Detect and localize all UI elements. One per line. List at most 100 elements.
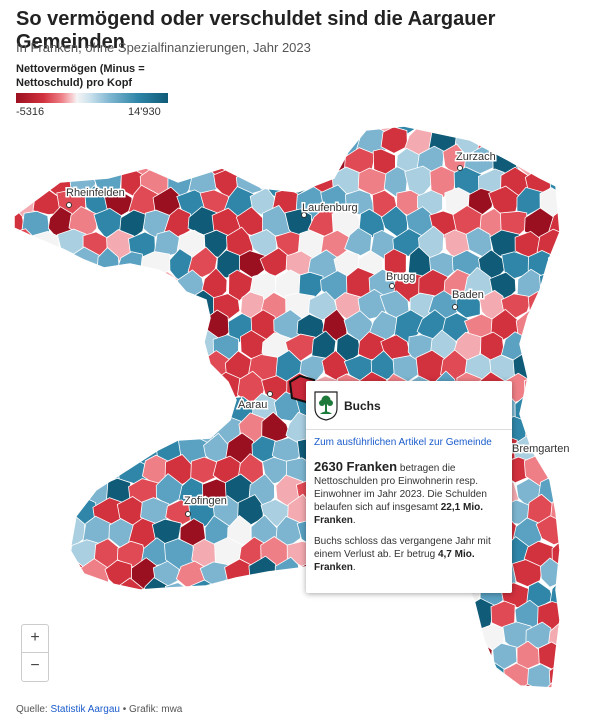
municipality-area[interactable]: [370, 684, 399, 700]
municipality-area[interactable]: [443, 120, 469, 134]
municipality-area[interactable]: [547, 292, 577, 324]
municipality-area[interactable]: [10, 143, 39, 178]
municipality-area[interactable]: [199, 685, 230, 700]
municipality-area[interactable]: [116, 288, 149, 320]
municipality-area[interactable]: [0, 188, 16, 219]
municipality-area[interactable]: [283, 126, 315, 158]
municipality-area[interactable]: [334, 621, 361, 652]
municipality-area[interactable]: [429, 619, 460, 652]
municipality-area[interactable]: [70, 291, 99, 322]
municipality-area[interactable]: [297, 600, 326, 634]
footer-source-link[interactable]: Statistik Aargau: [50, 704, 120, 715]
municipality-area[interactable]: [272, 120, 304, 138]
municipality-area[interactable]: [188, 372, 220, 402]
municipality-area[interactable]: [19, 123, 52, 158]
municipality-area[interactable]: [577, 289, 600, 321]
municipality-area[interactable]: [561, 355, 586, 381]
municipality-area[interactable]: [0, 291, 27, 320]
municipality-area[interactable]: [562, 558, 591, 588]
municipality-area[interactable]: [0, 457, 24, 487]
municipality-area[interactable]: [79, 120, 109, 133]
municipality-area[interactable]: [128, 120, 159, 133]
municipality-area[interactable]: [45, 371, 75, 402]
municipality-area[interactable]: [547, 209, 579, 237]
municipality-area[interactable]: [179, 308, 208, 342]
municipality-area[interactable]: [56, 310, 87, 345]
municipality-area[interactable]: [272, 681, 302, 700]
municipality-area[interactable]: [82, 308, 112, 344]
municipality-area[interactable]: [178, 352, 207, 382]
municipality-area[interactable]: [32, 351, 63, 383]
municipality-area[interactable]: [346, 600, 375, 630]
municipality-area[interactable]: [284, 622, 312, 649]
municipality-area[interactable]: [93, 371, 124, 402]
municipality-area[interactable]: [562, 120, 589, 134]
municipality-area[interactable]: [188, 619, 219, 651]
municipality-area[interactable]: [573, 457, 600, 487]
municipality-area[interactable]: [1, 415, 27, 447]
municipality-area[interactable]: [526, 331, 555, 363]
municipality-area[interactable]: [35, 518, 65, 551]
municipality-area[interactable]: [47, 416, 72, 448]
municipality-area[interactable]: [69, 332, 98, 364]
municipality-area[interactable]: [0, 128, 28, 157]
municipality-area[interactable]: [108, 680, 135, 700]
municipality-area[interactable]: [577, 375, 600, 406]
municipality-area[interactable]: [44, 453, 73, 490]
municipality-area[interactable]: [169, 125, 196, 154]
municipality-area[interactable]: [357, 618, 387, 654]
municipality-area[interactable]: [344, 227, 373, 257]
municipality-area[interactable]: [489, 120, 518, 139]
municipality-area[interactable]: [69, 458, 99, 485]
municipality-area[interactable]: [512, 120, 542, 135]
municipality-area[interactable]: [526, 125, 555, 156]
municipality-area[interactable]: [23, 412, 49, 446]
municipality-area[interactable]: [0, 120, 13, 133]
municipality-area[interactable]: [67, 661, 99, 690]
municipality-area[interactable]: [0, 498, 28, 530]
municipality-area[interactable]: [249, 683, 279, 700]
municipality-area[interactable]: [191, 123, 218, 154]
municipality-area[interactable]: [177, 679, 208, 700]
municipality-area[interactable]: [199, 120, 232, 136]
municipality-area[interactable]: [156, 351, 181, 386]
municipality-area[interactable]: [343, 644, 377, 672]
municipality-area[interactable]: [156, 120, 184, 133]
municipality-area[interactable]: [103, 271, 132, 300]
tooltip-article-link[interactable]: Zum ausführlichen Artikel zur Gemeinde: [314, 437, 492, 448]
municipality-area[interactable]: [465, 120, 496, 139]
municipality-area[interactable]: [104, 432, 132, 465]
municipality-area[interactable]: [407, 661, 434, 690]
municipality-area[interactable]: [71, 416, 98, 444]
municipality-area[interactable]: [576, 621, 600, 649]
municipality-area[interactable]: [48, 621, 75, 653]
municipality-area[interactable]: [309, 619, 339, 655]
municipality-area[interactable]: [0, 251, 28, 277]
municipality-area[interactable]: [58, 145, 86, 180]
municipality-area[interactable]: [369, 643, 396, 675]
municipality-area[interactable]: [420, 683, 448, 700]
municipality-area[interactable]: [128, 271, 158, 302]
municipality-area[interactable]: [272, 148, 302, 178]
municipality-area[interactable]: [31, 556, 64, 589]
municipality-area[interactable]: [36, 268, 65, 302]
municipality-area[interactable]: [94, 414, 124, 448]
municipality-area[interactable]: [36, 478, 63, 510]
municipality-area[interactable]: [224, 639, 255, 673]
municipality-area[interactable]: [32, 120, 65, 136]
municipality-area[interactable]: [45, 123, 77, 158]
municipality-area[interactable]: [105, 395, 134, 427]
municipality-area[interactable]: [36, 144, 64, 175]
municipality-area[interactable]: [56, 433, 88, 466]
municipality-area[interactable]: [58, 600, 89, 632]
municipality-area[interactable]: [503, 127, 532, 157]
municipality-area[interactable]: [32, 310, 63, 341]
municipality-area[interactable]: [156, 148, 185, 177]
municipality-area[interactable]: [574, 333, 600, 360]
municipality-area[interactable]: [47, 292, 72, 320]
municipality-area[interactable]: [140, 372, 172, 406]
municipality-area[interactable]: [213, 660, 242, 694]
municipality-area[interactable]: [33, 436, 65, 463]
municipality-area[interactable]: [524, 374, 557, 405]
municipality-area[interactable]: [538, 312, 565, 343]
